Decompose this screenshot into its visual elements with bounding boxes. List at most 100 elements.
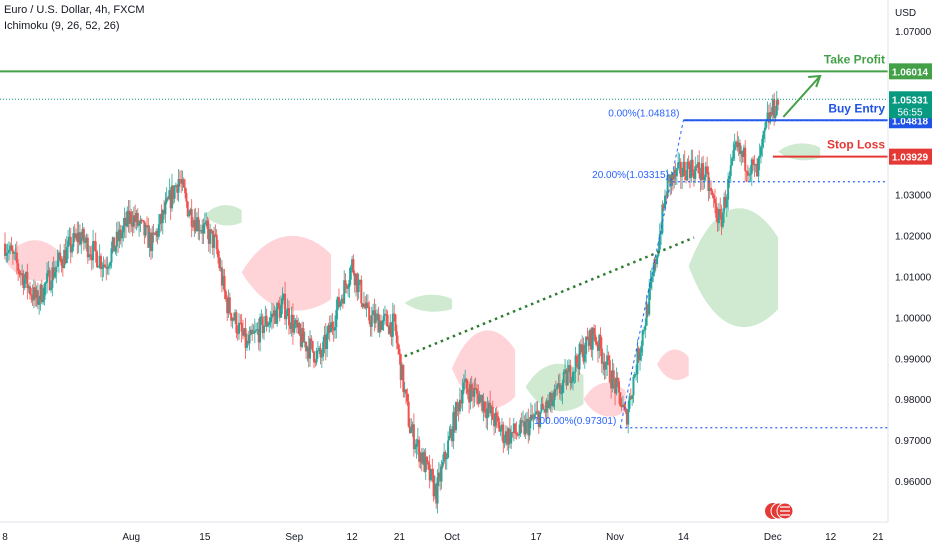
candle-body	[323, 334, 326, 342]
candle	[118, 221, 121, 249]
candle	[361, 303, 364, 309]
candle	[64, 238, 67, 265]
candle	[706, 156, 709, 175]
candle-body	[412, 424, 415, 450]
candle-body	[451, 429, 454, 442]
candle	[32, 279, 35, 309]
candle	[207, 218, 210, 252]
candle-body	[393, 313, 396, 315]
candle	[220, 259, 223, 293]
candle	[149, 228, 152, 260]
candle-body	[227, 297, 230, 314]
candle-body	[251, 329, 254, 334]
candle	[119, 224, 122, 245]
candle	[699, 167, 702, 192]
candle-body	[688, 165, 691, 179]
candle-body	[598, 335, 601, 351]
x-tick-label: Sep	[285, 532, 303, 543]
candle	[138, 220, 141, 237]
candle	[61, 256, 64, 277]
candle-body	[562, 371, 565, 383]
candle	[301, 321, 304, 349]
candle	[543, 405, 546, 414]
candle-body	[424, 456, 427, 472]
candle	[766, 101, 769, 121]
candle-body	[445, 457, 448, 460]
candle	[457, 401, 460, 422]
candle-body	[617, 381, 620, 393]
candle	[449, 424, 452, 439]
candle-body	[299, 333, 302, 347]
x-tick-label: 8	[2, 532, 8, 543]
target-arrow-shaft	[782, 75, 821, 118]
candle	[745, 170, 748, 183]
candle	[423, 449, 426, 473]
candle-body	[633, 374, 636, 377]
candle-body	[514, 423, 517, 434]
candle-body	[752, 159, 755, 165]
candle	[585, 336, 588, 364]
candle-body	[249, 329, 252, 335]
candle	[43, 282, 46, 306]
candle-body	[248, 334, 251, 344]
candle	[335, 299, 338, 339]
candle	[132, 206, 135, 234]
candle-body	[408, 426, 411, 433]
candle	[148, 225, 151, 257]
candle-body	[603, 362, 606, 370]
candle-body	[315, 350, 318, 363]
candle	[105, 256, 108, 281]
candle	[495, 406, 498, 429]
candle-body	[427, 462, 430, 465]
events-icon[interactable]	[765, 502, 794, 520]
candle-body	[352, 259, 355, 274]
candle	[239, 314, 242, 325]
candle-body	[545, 400, 548, 413]
candle-body	[236, 332, 239, 334]
candle-body	[635, 374, 638, 376]
candle-body	[495, 412, 498, 417]
candle	[511, 431, 514, 438]
candle	[327, 322, 330, 340]
candle-body	[365, 302, 368, 309]
candle	[247, 330, 250, 346]
candle	[464, 369, 467, 383]
stop_loss-badge-text: 1.03929	[892, 153, 929, 164]
candle-body	[765, 119, 768, 128]
candle-body	[378, 320, 381, 333]
candle-body	[712, 194, 715, 199]
candle	[86, 234, 89, 264]
candle	[197, 208, 200, 240]
candle-body	[123, 217, 126, 226]
candle	[302, 321, 305, 343]
candle-body	[454, 402, 457, 431]
candle	[573, 371, 576, 384]
candle	[763, 122, 766, 143]
candle-body	[536, 411, 539, 413]
candle-body	[113, 237, 116, 252]
candle-body	[518, 433, 521, 436]
candle-body	[719, 208, 722, 215]
candle-body	[616, 377, 619, 382]
stop_loss-label: Stop Loss	[827, 138, 885, 152]
candle	[473, 378, 476, 407]
candle	[704, 161, 707, 182]
candle	[80, 231, 83, 254]
candle	[264, 305, 267, 327]
symbol-title: Euro / U.S. Dollar, 4h, FXCM	[4, 4, 145, 16]
candle	[683, 150, 686, 181]
candle-body	[101, 267, 104, 269]
candle	[397, 335, 400, 356]
candle-body	[479, 395, 482, 397]
candle-body	[737, 142, 740, 148]
candle-body	[494, 412, 497, 427]
candle-body	[372, 310, 375, 316]
candle	[596, 340, 599, 363]
candle	[134, 204, 137, 229]
candle	[582, 337, 585, 365]
candle	[532, 413, 535, 431]
candle-body	[727, 178, 730, 200]
candle-body	[22, 273, 25, 288]
candle-body	[591, 327, 594, 350]
